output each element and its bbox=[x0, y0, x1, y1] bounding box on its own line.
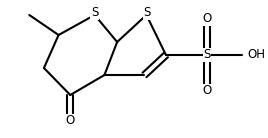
Text: O: O bbox=[202, 13, 211, 26]
Text: S: S bbox=[91, 6, 98, 19]
Text: O: O bbox=[202, 84, 211, 98]
Text: OH: OH bbox=[247, 48, 265, 62]
Text: S: S bbox=[144, 6, 151, 19]
Text: O: O bbox=[66, 115, 75, 128]
Text: S: S bbox=[203, 48, 211, 62]
